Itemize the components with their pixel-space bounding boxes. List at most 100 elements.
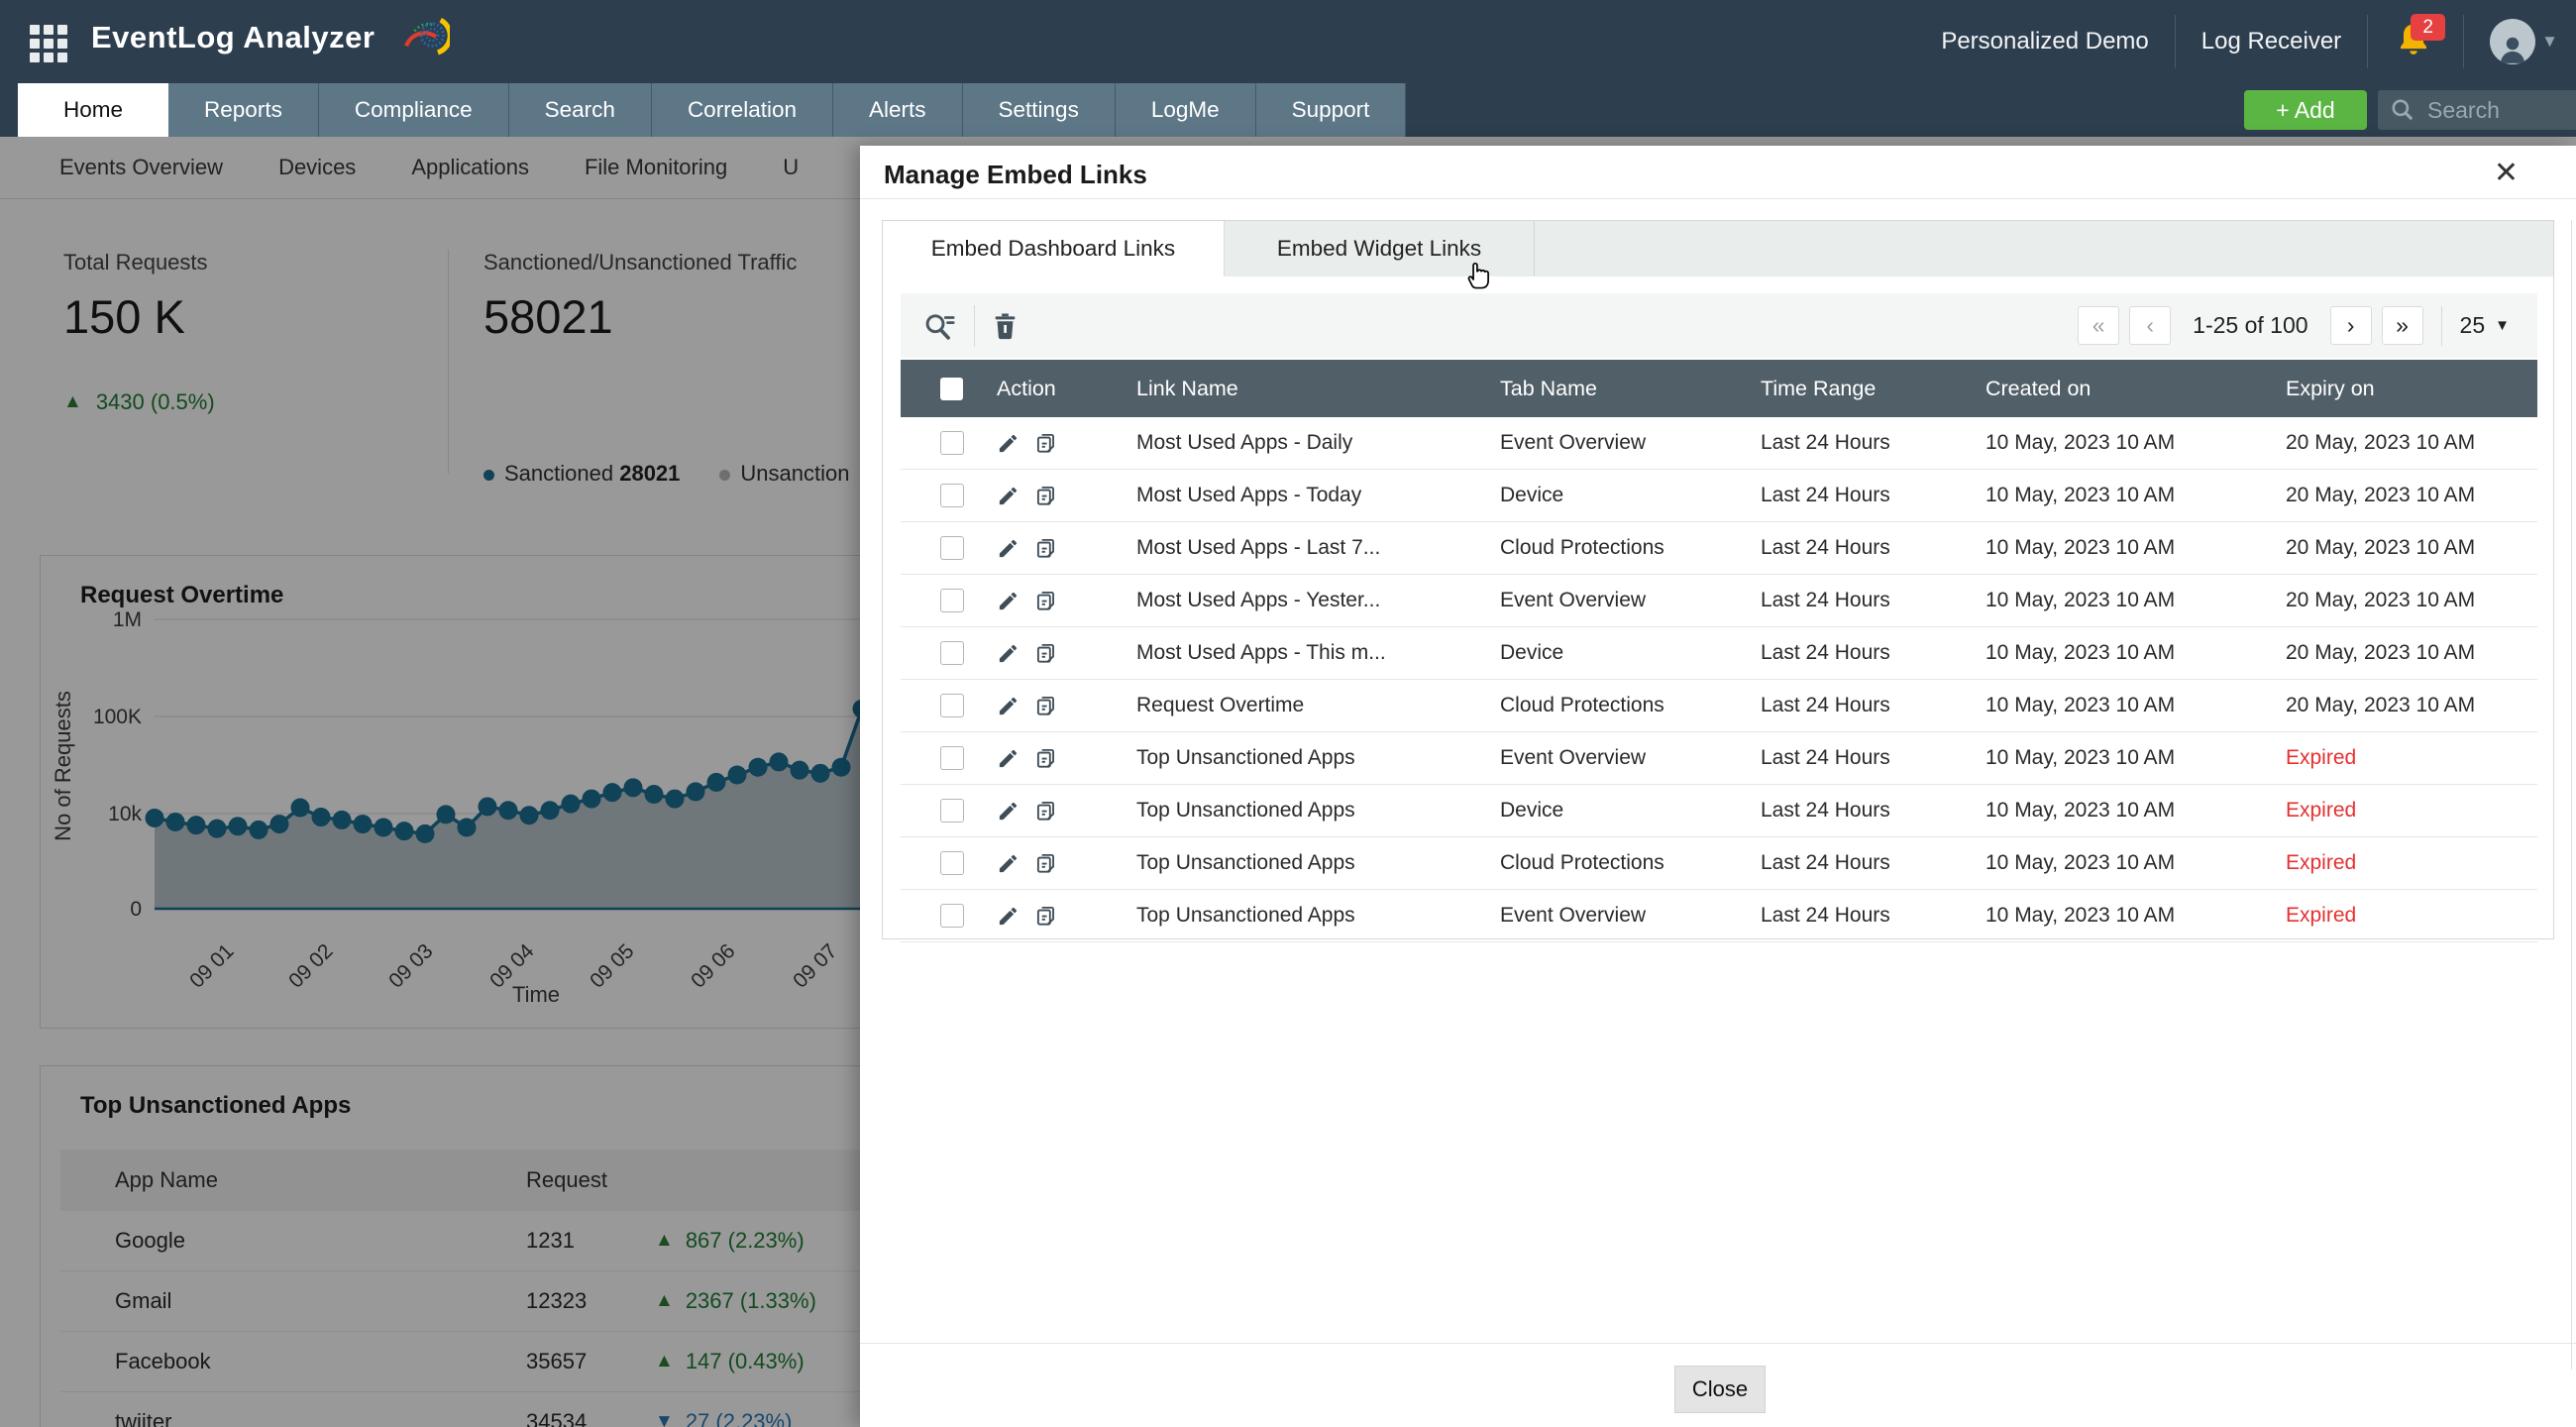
edit-icon[interactable]	[997, 642, 1020, 665]
traffic-stat: Sanctioned/Unsanctioned Traffic 58021 Sa…	[483, 250, 849, 487]
link-name-cell: Most Used Apps - Daily	[1136, 431, 1353, 454]
copy-embed-code-icon[interactable]	[1033, 640, 1059, 666]
edit-icon[interactable]	[997, 905, 1020, 928]
subnav-item-events-overview[interactable]: Events Overview	[59, 155, 224, 179]
divider	[2440, 305, 2442, 346]
time-range-cell: Last 24 Hours	[1761, 746, 1890, 769]
apps-table-row: Google 1231 ▲ 867 (2.23%)	[60, 1211, 1555, 1271]
edit-icon[interactable]	[997, 590, 1020, 612]
modal-scrollbar-track[interactable]	[2571, 220, 2572, 1370]
tab-home[interactable]: Home	[18, 83, 169, 137]
row-checkbox[interactable]	[940, 904, 964, 928]
up-triangle-icon: ▲	[63, 391, 82, 412]
time-range-cell: Last 24 Hours	[1761, 799, 1890, 822]
action-cell	[984, 850, 1136, 876]
tab-name-cell: Device	[1500, 484, 1564, 506]
subnav-item-devices[interactable]: Devices	[278, 155, 357, 179]
edit-icon[interactable]	[997, 537, 1020, 560]
log-receiver-link[interactable]: Log Receiver	[2200, 28, 2342, 55]
first-page-button[interactable]: «	[2078, 306, 2120, 345]
tab-embed-widget-links[interactable]: Embed Widget Links	[1225, 221, 1535, 276]
app-request: 12323	[526, 1288, 588, 1313]
copy-embed-code-icon[interactable]	[1033, 588, 1059, 613]
row-checkbox[interactable]	[940, 536, 964, 560]
row-checkbox[interactable]	[940, 484, 964, 507]
row-checkbox[interactable]	[940, 851, 964, 875]
copy-embed-code-icon[interactable]	[1033, 535, 1059, 561]
prev-page-button[interactable]: ‹	[2129, 306, 2172, 345]
table-row: Most Used Apps - Daily Event Overview La…	[901, 417, 2537, 470]
time-range-cell: Last 24 Hours	[1761, 431, 1890, 454]
copy-embed-code-icon[interactable]	[1033, 798, 1059, 823]
row-checkbox[interactable]	[940, 641, 964, 665]
close-icon[interactable]: ✕	[2493, 157, 2519, 189]
tab-logme[interactable]: LogMe	[1115, 83, 1256, 137]
tab-settings[interactable]: Settings	[962, 83, 1116, 137]
edit-icon[interactable]	[997, 800, 1020, 823]
link-name-cell: Most Used Apps - Today	[1136, 484, 1362, 506]
expiry-on-cell: Expired	[2286, 904, 2357, 927]
close-button[interactable]: Close	[1674, 1366, 1766, 1413]
row-checkbox[interactable]	[940, 431, 964, 455]
next-page-button[interactable]: ›	[2329, 306, 2372, 345]
notifications-button[interactable]: 2	[2394, 14, 2446, 63]
time-range-cell: Last 24 Hours	[1761, 851, 1890, 874]
tab-compliance[interactable]: Compliance	[318, 83, 509, 137]
copy-embed-code-icon[interactable]	[1033, 850, 1059, 876]
edit-icon[interactable]	[997, 432, 1020, 455]
page-size-select[interactable]: 25 ▼	[2459, 312, 2510, 338]
global-search[interactable]	[2378, 90, 2576, 130]
app-grid-icon[interactable]	[30, 25, 67, 62]
edit-icon[interactable]	[997, 852, 1020, 875]
expiry-on-cell: 20 May, 2023 10 AM	[2286, 536, 2476, 559]
subnav-item-applications[interactable]: Applications	[411, 155, 529, 179]
select-all-checkbox[interactable]	[940, 377, 963, 400]
last-page-button[interactable]: »	[2381, 306, 2423, 345]
row-checkbox[interactable]	[940, 589, 964, 612]
delete-icon[interactable]	[993, 311, 1018, 341]
tab-alerts[interactable]: Alerts	[833, 83, 963, 137]
add-button[interactable]: + Add	[2244, 90, 2367, 130]
copy-embed-code-icon[interactable]	[1033, 483, 1059, 508]
personalized-demo-link[interactable]: Personalized Demo	[1941, 28, 2149, 55]
edit-icon[interactable]	[997, 695, 1020, 717]
edit-icon[interactable]	[997, 747, 1020, 770]
row-checkbox[interactable]	[940, 694, 964, 717]
app-request: 1231	[526, 1228, 575, 1253]
copy-embed-code-icon[interactable]	[1033, 903, 1059, 929]
table-row: Most Used Apps - This m... Device Last 2…	[901, 627, 2537, 680]
svg-text:Time: Time	[512, 982, 560, 1007]
search-filter-icon[interactable]	[922, 308, 956, 344]
subnav-item-file-monitoring[interactable]: File Monitoring	[584, 155, 728, 179]
tab-support[interactable]: Support	[1255, 83, 1407, 137]
row-checkbox[interactable]	[940, 799, 964, 823]
stat-value: 58021	[483, 290, 613, 343]
created-on-cell: 10 May, 2023 10 AM	[1986, 851, 2176, 874]
table-row: Top Unsanctioned Apps Event Overview Las…	[901, 890, 2537, 942]
row-checkbox[interactable]	[940, 746, 964, 770]
action-cell	[984, 745, 1136, 771]
tab-embed-dashboard-links[interactable]: Embed Dashboard Links	[883, 221, 1225, 276]
copy-embed-code-icon[interactable]	[1033, 745, 1059, 771]
app-change: ▲ 867 (2.23%)	[655, 1228, 805, 1253]
tab-reports[interactable]: Reports	[168, 83, 319, 137]
tab-search[interactable]: Search	[508, 83, 652, 137]
copy-embed-code-icon[interactable]	[1033, 693, 1059, 718]
stat-label: Sanctioned/Unsanctioned Traffic	[483, 250, 798, 274]
traffic-legend: Sanctioned 28021 Unsanction	[483, 461, 849, 487]
divider	[860, 1343, 2576, 1344]
copy-embed-code-icon[interactable]	[1033, 430, 1059, 456]
search-icon	[2392, 99, 2414, 121]
subnav-item-u[interactable]: U	[783, 155, 800, 179]
tab-correlation[interactable]: Correlation	[651, 83, 833, 137]
time-range-cell: Last 24 Hours	[1761, 484, 1890, 506]
expiry-on-cell: Expired	[2286, 799, 2357, 822]
modal-toolbar: « ‹ 1-25 of 100 › » 25 ▼	[901, 293, 2537, 358]
apps-table-row: twiiter 34534 ▼ 27 (2.23%)	[60, 1392, 1555, 1427]
divider	[860, 198, 2576, 199]
chevron-down-icon: ▼	[2541, 32, 2558, 51]
link-name-cell: Top Unsanctioned Apps	[1136, 851, 1355, 874]
user-menu[interactable]: ▼	[2490, 19, 2558, 64]
search-input[interactable]	[2425, 95, 2548, 125]
edit-icon[interactable]	[997, 485, 1020, 507]
